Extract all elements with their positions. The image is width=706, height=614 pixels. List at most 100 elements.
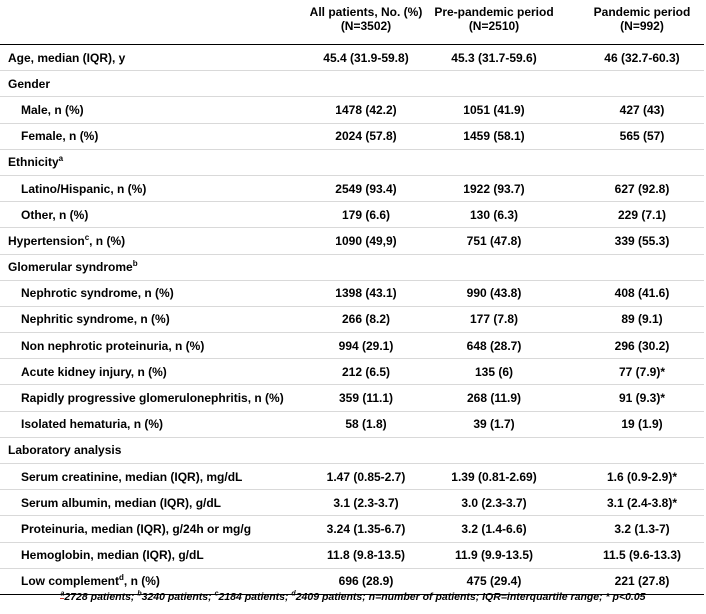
- row-label: Female, n (%): [0, 123, 288, 150]
- table-row: Nephrotic syndrome, n (%) 1398 (43.1) 99…: [0, 280, 704, 307]
- row-label: Latino/Hispanic, n (%): [0, 175, 288, 203]
- table-row: Latino/Hispanic, n (%) 2549 (93.4) 1922 …: [0, 175, 704, 203]
- cell-pandemic: 77 (7.9)*: [564, 358, 704, 386]
- table-row: Isolated hematuria, n (%) 58 (1.8) 39 (1…: [0, 411, 704, 438]
- cell-pandemic: [564, 149, 704, 176]
- row-label: Other, n (%): [0, 201, 288, 229]
- cell-all: 266 (8.2): [288, 306, 424, 334]
- cell-pre: 1922 (93.7): [424, 175, 564, 203]
- cell-all: [288, 149, 424, 176]
- cell-all: 3.1 (2.3-3.7): [288, 489, 424, 517]
- cell-all: 696 (28.9): [288, 568, 424, 595]
- table-row: Serum albumin, median (IQR), g/dL 3.1 (2…: [0, 489, 704, 517]
- cell-all: 45.4 (31.9-59.8): [288, 44, 424, 72]
- cell-all: [288, 254, 424, 281]
- cell-pandemic: 229 (7.1): [564, 201, 704, 229]
- footnote-marker: d: [119, 573, 124, 583]
- cell-pandemic: 19 (1.9): [564, 411, 704, 438]
- cell-pandemic: 1.6 (0.9-2.9)*: [564, 463, 704, 491]
- row-label: Serum albumin, median (IQR), g/dL: [0, 489, 288, 517]
- cell-pre: 1.39 (0.81-2.69): [424, 463, 564, 491]
- row-label: Nephritic syndrome, n (%): [0, 306, 288, 334]
- row-label: Hemoglobin, median (IQR), g/dL: [0, 542, 288, 569]
- cell-pre: 751 (47.8): [424, 227, 564, 255]
- table-body: Age, median (IQR), y 45.4 (31.9-59.8) 45…: [0, 44, 704, 595]
- table-row: Gender: [0, 70, 704, 98]
- row-label: Isolated hematuria, n (%): [0, 411, 288, 438]
- cell-pre: 130 (6.3): [424, 201, 564, 229]
- cell-all: 1478 (42.2): [288, 96, 424, 124]
- footnote-marker: c: [84, 232, 90, 242]
- table-row: Ethnicitya: [0, 149, 704, 176]
- cell-pre: [424, 149, 564, 176]
- table-row: Low complementd, n (%) 696 (28.9) 475 (2…: [0, 568, 704, 595]
- cell-pre: 135 (6): [424, 358, 564, 386]
- header-pre-pandemic: Pre-pandemic period (N=2510): [424, 0, 564, 45]
- cell-all: 3.24 (1.35-6.7): [288, 515, 424, 543]
- table-row: Age, median (IQR), y 45.4 (31.9-59.8) 45…: [0, 44, 704, 72]
- cell-pre: 1459 (58.1): [424, 123, 564, 150]
- row-label: Age, median (IQR), y: [0, 44, 288, 72]
- table-row: Acute kidney injury, n (%) 212 (6.5) 135…: [0, 358, 704, 386]
- row-label: Low complementd, n (%): [0, 568, 288, 595]
- cell-pre: 11.9 (9.9-13.5): [424, 542, 564, 569]
- cell-pandemic: 339 (55.3): [564, 227, 704, 255]
- cell-pre: 45.3 (31.7-59.6): [424, 44, 564, 72]
- cell-pandemic: 565 (57): [564, 123, 704, 150]
- cell-all: 212 (6.5): [288, 358, 424, 386]
- cell-pre: 39 (1.7): [424, 411, 564, 438]
- cell-pre: 3.2 (1.4-6.6): [424, 515, 564, 543]
- table-row: Male, n (%) 1478 (42.2) 1051 (41.9) 427 …: [0, 96, 704, 124]
- row-label: Hypertensionc, n (%): [0, 227, 288, 255]
- cell-all: 1090 (49,9): [288, 227, 424, 255]
- footnote-marker: a: [58, 154, 64, 164]
- cell-all: 11.8 (9.8-13.5): [288, 542, 424, 569]
- cell-pandemic: [564, 254, 704, 281]
- cell-all: 359 (11.1): [288, 384, 424, 412]
- cell-pre: 177 (7.8): [424, 306, 564, 334]
- table-footnote: a2728 patients; b3240 patients; c2184 pa…: [60, 590, 646, 604]
- cell-all: 1.47 (0.85-2.7): [288, 463, 424, 491]
- cell-pre: 990 (43.8): [424, 280, 564, 307]
- cell-pandemic: 427 (43): [564, 96, 704, 124]
- table-row: Laboratory analysis: [0, 437, 704, 465]
- cell-pandemic: [564, 437, 704, 465]
- cell-pre: [424, 437, 564, 465]
- row-label: Acute kidney injury, n (%): [0, 358, 288, 386]
- row-label: Nephrotic syndrome, n (%): [0, 280, 288, 307]
- header-empty: [0, 0, 288, 45]
- cell-pre: [424, 70, 564, 98]
- cell-all: 2549 (93.4): [288, 175, 424, 203]
- table-row: Female, n (%) 2024 (57.8) 1459 (58.1) 56…: [0, 123, 704, 150]
- row-label: Rapidly progressive glomerulonephritis, …: [0, 384, 288, 412]
- cell-pandemic: 627 (92.8): [564, 175, 704, 203]
- table-header: All patients, No. (%) (N=3502) Pre-pande…: [0, 0, 704, 45]
- cell-pandemic: 91 (9.3)*: [564, 384, 704, 412]
- row-label: Male, n (%): [0, 96, 288, 124]
- table-row: Serum creatinine, median (IQR), mg/dL 1.…: [0, 463, 704, 491]
- row-label: Laboratory analysis: [0, 437, 288, 465]
- cell-all: 2024 (57.8): [288, 123, 424, 150]
- cell-all: [288, 70, 424, 98]
- cell-all: 994 (29.1): [288, 332, 424, 360]
- cell-all: 1398 (43.1): [288, 280, 424, 307]
- cell-pandemic: 3.1 (2.4-3.8)*: [564, 489, 704, 517]
- table-row: Hypertensionc, n (%) 1090 (49,9) 751 (47…: [0, 227, 704, 255]
- table-row: Hemoglobin, median (IQR), g/dL 11.8 (9.8…: [0, 542, 704, 569]
- row-label: Gender: [0, 70, 288, 98]
- cell-pandemic: 408 (41.6): [564, 280, 704, 307]
- table-row: Rapidly progressive glomerulonephritis, …: [0, 384, 704, 412]
- cell-pre: 3.0 (2.3-3.7): [424, 489, 564, 517]
- header-row: All patients, No. (%) (N=3502) Pre-pande…: [0, 0, 704, 45]
- table-row: Non nephrotic proteinuria, n (%) 994 (29…: [0, 332, 704, 360]
- cell-pre: 648 (28.7): [424, 332, 564, 360]
- cell-pandemic: 89 (9.1): [564, 306, 704, 334]
- cell-pre: 1051 (41.9): [424, 96, 564, 124]
- row-label: Proteinuria, median (IQR), g/24h or mg/g: [0, 515, 288, 543]
- cell-all: 179 (6.6): [288, 201, 424, 229]
- cell-pandemic: 46 (32.7-60.3): [564, 44, 704, 72]
- cell-pandemic: 221 (27.8): [564, 568, 704, 595]
- table-row: Glomerular syndromeb: [0, 254, 704, 281]
- row-label: Glomerular syndromeb: [0, 254, 288, 281]
